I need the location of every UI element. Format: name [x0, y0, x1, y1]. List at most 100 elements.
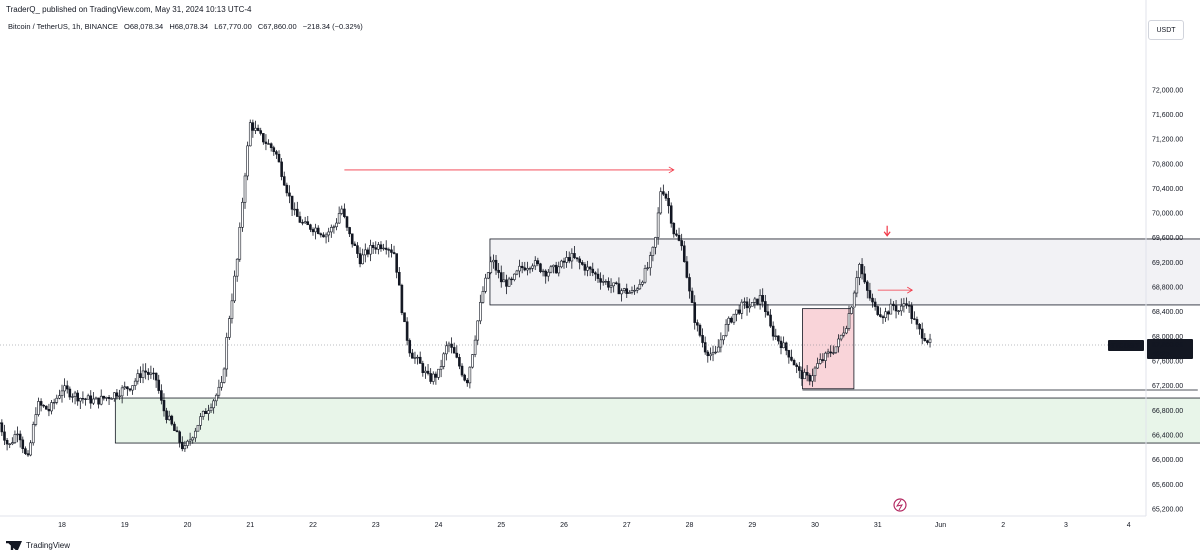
- time-tick-label: 4: [1127, 522, 1131, 529]
- candle-down: [607, 281, 610, 288]
- price-tick-label: 65,200.00: [1152, 507, 1183, 514]
- candle-up: [188, 439, 192, 442]
- candle-up: [246, 145, 249, 177]
- time-axis[interactable]: 18 19 20 21 22 23 24 25 26 27 28 29 30 31 Jun 2 3 4: [0, 515, 1146, 529]
- candle-up: [716, 346, 720, 353]
- candle-up: [748, 305, 751, 309]
- currency-button[interactable]: USDT: [1148, 20, 1184, 40]
- candle-up: [112, 392, 116, 399]
- candle-down: [429, 373, 432, 382]
- candlestick-series: [0, 119, 932, 457]
- candle-down: [280, 161, 283, 177]
- candle-down: [76, 392, 79, 402]
- legend-low: L67,770.00: [214, 22, 252, 31]
- candle-down: [366, 249, 370, 255]
- candle-down: [777, 335, 780, 342]
- candle-up: [238, 227, 242, 260]
- candle-down: [39, 401, 43, 406]
- candle-down: [588, 266, 592, 270]
- time-tick-label: 21: [246, 522, 254, 529]
- price-chart[interactable]: XD1 -OB+OB1 (70,692.43)0.705 (69,401.52)…: [0, 0, 1200, 538]
- candle-up: [834, 346, 838, 353]
- candle-up: [654, 237, 657, 248]
- candle-down: [26, 453, 30, 456]
- candle-down: [170, 415, 174, 425]
- candle-up: [531, 265, 534, 269]
- candle-up: [735, 309, 738, 315]
- candle-down: [915, 319, 919, 325]
- candle-down: [886, 311, 890, 315]
- candle-down: [863, 273, 866, 283]
- sell-arrow-head: [883, 231, 891, 237]
- candle-up: [897, 310, 900, 312]
- candle-down: [881, 316, 885, 319]
- candle-down: [800, 370, 804, 380]
- candle-up: [335, 222, 338, 228]
- candle-down: [756, 298, 759, 305]
- candle-down: [178, 431, 181, 443]
- candle-down: [65, 385, 69, 390]
- candle-down: [465, 379, 469, 384]
- price-tick-label: 72,000.00: [1152, 87, 1183, 94]
- candle-down: [787, 350, 791, 358]
- candle-up: [118, 395, 121, 397]
- candle-down: [463, 374, 466, 381]
- candle-up: [13, 434, 17, 443]
- candle-down: [89, 395, 93, 404]
- candle-down: [290, 195, 294, 210]
- candle-up: [437, 368, 440, 378]
- candle-up: [31, 424, 35, 444]
- tradingview-logo[interactable]: TradingView: [6, 541, 70, 550]
- time-tick-label: 23: [372, 522, 380, 529]
- candle-up: [136, 373, 140, 382]
- candle-up: [782, 342, 785, 349]
- candle-up: [740, 301, 744, 314]
- candle-down: [923, 337, 927, 341]
- candle-down: [821, 359, 825, 361]
- candle-down: [539, 263, 542, 272]
- candle-down: [769, 314, 772, 327]
- candle-down: [256, 127, 260, 131]
- candle-up: [711, 352, 715, 355]
- price-tick-label: 70,000.00: [1152, 211, 1183, 218]
- candle-down: [573, 253, 576, 258]
- candle-down: [910, 305, 914, 319]
- candle-up: [60, 390, 64, 397]
- candle-down: [408, 340, 412, 354]
- candle-down: [397, 271, 401, 286]
- time-tick-label: Jun: [935, 522, 946, 529]
- candle-down: [296, 208, 299, 217]
- candle-up: [468, 366, 472, 384]
- candle-up: [337, 213, 341, 224]
- candle-up: [855, 277, 859, 294]
- price-tick-label: 69,600.00: [1152, 235, 1183, 242]
- price-tick-label: 67,200.00: [1152, 383, 1183, 390]
- chart-widgets: BTCUSDT 67,860.00 46:25: [893, 339, 1193, 512]
- candle-up: [727, 317, 731, 325]
- symbol-badge: [1108, 340, 1144, 352]
- candle-up: [314, 227, 317, 233]
- legend-high: H68,078.34: [169, 22, 209, 31]
- candle-up: [557, 266, 561, 274]
- candle-up: [646, 267, 649, 269]
- candle-down: [374, 247, 378, 250]
- candle-down: [97, 397, 100, 405]
- price-axis[interactable]: 65,200.00 65,600.00 66,000.00 66,400.00 66,8…: [1145, 0, 1183, 516]
- footer-brand: TradingView: [26, 541, 71, 550]
- candle-down: [458, 357, 461, 367]
- candle-up: [37, 401, 40, 415]
- candle-down: [353, 243, 357, 246]
- candle-down: [348, 227, 351, 235]
- time-tick-label: 3: [1064, 522, 1068, 529]
- price-tick-label: 68,000.00: [1152, 334, 1183, 341]
- candle-up: [332, 226, 336, 228]
- candle-up: [484, 277, 487, 292]
- candle-down: [411, 352, 414, 359]
- candle-up: [492, 259, 495, 263]
- candle-up: [479, 302, 482, 322]
- candle-down: [160, 390, 163, 401]
- candle-up: [363, 249, 367, 256]
- candle-up: [633, 289, 636, 292]
- time-tick-label: 19: [121, 522, 129, 529]
- candle-up: [110, 398, 113, 400]
